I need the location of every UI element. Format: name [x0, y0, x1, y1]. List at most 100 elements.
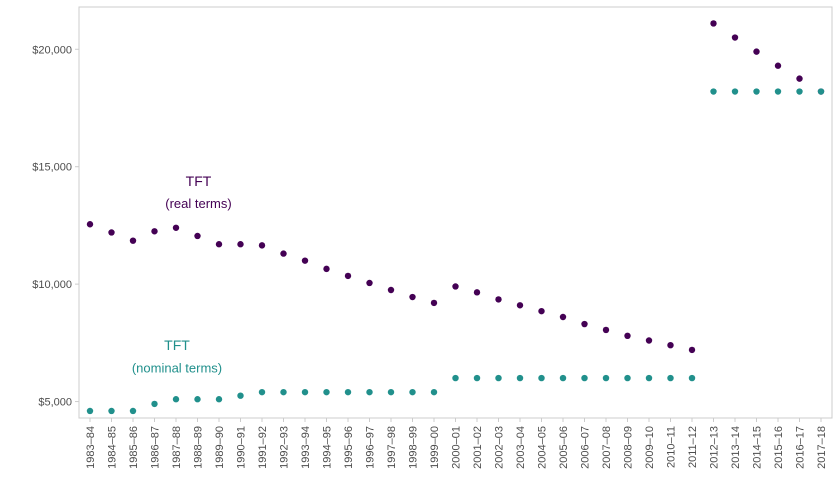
data-point — [581, 374, 588, 382]
data-point — [430, 299, 438, 307]
annotations: TFT (real terms) TFT (nominal terms) — [132, 173, 232, 376]
data-point — [237, 241, 244, 248]
data-point — [602, 326, 610, 334]
data-point — [452, 283, 459, 290]
x-tick-label: 1990–91 — [236, 426, 248, 469]
data-point — [129, 237, 137, 244]
x-tick-label: 1995–96 — [343, 426, 355, 469]
data-point — [280, 250, 287, 257]
x-tick-label: 1999–00 — [429, 426, 441, 469]
data-point — [817, 88, 825, 95]
data-point — [688, 346, 696, 354]
data-point — [237, 392, 244, 399]
data-point — [409, 388, 416, 396]
x-tick-label: 2005–06 — [558, 426, 570, 469]
x-tick-label: 2011–12 — [687, 426, 699, 468]
data-point — [194, 396, 201, 403]
y-tick-label: $5,000 — [38, 397, 72, 409]
data-point — [172, 224, 180, 231]
y-tick-label: $20,000 — [32, 44, 72, 56]
x-tick-label: 1997–98 — [386, 426, 398, 469]
data-point — [645, 374, 653, 382]
y-axis: $5,000 $10,000 $15,000 $20,000 — [32, 44, 79, 409]
data-point — [172, 396, 180, 403]
data-point — [452, 374, 459, 382]
data-point — [559, 374, 567, 382]
data-point — [323, 265, 330, 273]
x-tick-label: 1983–84 — [85, 426, 97, 469]
data-point — [215, 241, 223, 248]
data-point — [280, 388, 287, 396]
x-axis: 1983–84 1984–85 1985–86 1986–87 1987–88 1988–… — [85, 418, 828, 469]
x-tick-label: 2009–10 — [644, 426, 656, 469]
data-point — [538, 374, 545, 382]
y-tick-label: $15,000 — [32, 162, 72, 174]
data-point — [301, 388, 309, 396]
data-point — [624, 332, 631, 339]
data-point — [387, 388, 395, 396]
data-point — [516, 374, 524, 382]
x-tick-label: 2002–03 — [494, 426, 506, 469]
data-point — [86, 221, 94, 228]
x-tick-label: 1985–86 — [128, 426, 140, 469]
data-point — [602, 374, 610, 382]
series-real-terms — [86, 20, 825, 354]
data-point — [366, 388, 373, 396]
data-point — [710, 88, 717, 95]
data-point — [581, 320, 588, 328]
x-tick-label: 1993–94 — [300, 426, 312, 469]
x-tick-label: 2014–15 — [752, 426, 764, 469]
x-tick-label: 2012–13 — [709, 426, 721, 469]
data-point — [151, 400, 158, 408]
data-point — [753, 88, 760, 95]
data-point — [366, 279, 373, 287]
data-point — [151, 228, 158, 235]
data-point — [108, 407, 115, 415]
x-tick-label: 2008–09 — [623, 426, 635, 469]
data-series — [86, 20, 825, 415]
data-point — [387, 286, 395, 294]
data-point — [495, 296, 502, 303]
x-tick-label: 1998–99 — [408, 426, 420, 469]
data-point — [667, 341, 674, 349]
x-tick-label: 2016–17 — [795, 426, 807, 469]
data-point — [624, 374, 631, 382]
series-nominal-terms — [86, 88, 825, 415]
plot-panel-border — [78, 6, 833, 419]
x-tick-label: 2015–16 — [773, 426, 785, 469]
x-tick-label: 1992–93 — [279, 426, 291, 469]
annotation-label: (real terms) — [165, 196, 231, 211]
x-tick-label: 1987–88 — [171, 426, 183, 469]
data-point — [409, 293, 416, 301]
y-tick-label: $10,000 — [32, 279, 72, 291]
data-point — [323, 388, 330, 396]
annotation-label: TFT — [164, 337, 190, 353]
data-point — [516, 302, 524, 309]
data-point — [559, 313, 567, 321]
x-tick-label: 2000–01 — [451, 426, 463, 469]
data-point — [710, 20, 717, 27]
data-point — [731, 88, 739, 95]
data-point — [86, 407, 94, 415]
annotation-label: (nominal terms) — [132, 361, 222, 376]
data-point — [774, 88, 782, 95]
data-point — [731, 34, 739, 41]
data-point — [495, 374, 502, 382]
data-point — [108, 229, 115, 236]
data-point — [753, 48, 760, 55]
data-point — [430, 388, 438, 396]
x-tick-label: 2004–05 — [537, 426, 549, 469]
x-tick-label: 2006–07 — [580, 426, 592, 469]
x-tick-label: 2007–08 — [601, 426, 613, 469]
x-tick-label: 1988–89 — [193, 426, 205, 469]
data-point — [538, 307, 545, 315]
x-tick-label: 1986–87 — [150, 426, 162, 469]
data-point — [301, 257, 309, 264]
data-point — [344, 388, 352, 396]
x-tick-label: 1989–90 — [214, 426, 226, 469]
data-point — [796, 75, 803, 82]
data-point — [129, 407, 137, 415]
data-point — [258, 242, 266, 249]
data-point — [194, 232, 201, 240]
